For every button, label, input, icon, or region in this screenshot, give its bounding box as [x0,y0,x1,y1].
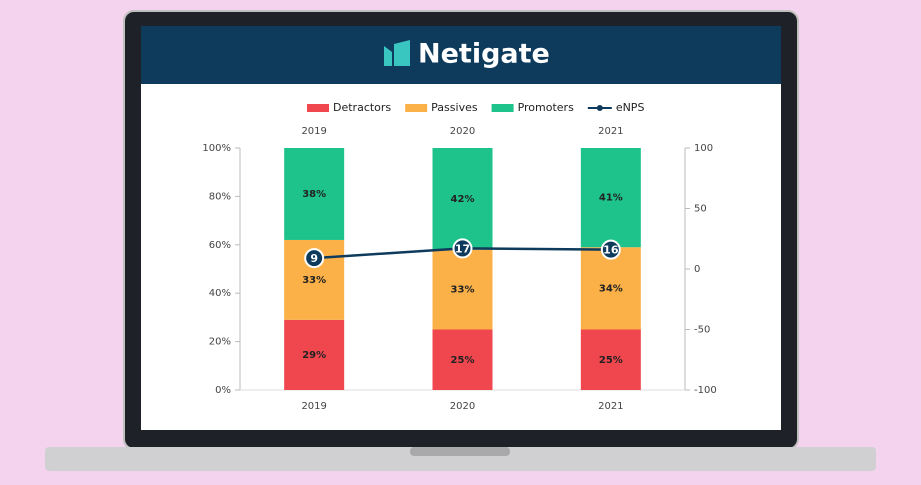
bar-segment [432,329,493,390]
line-marker [452,238,473,259]
value-label: 38% [302,189,326,200]
marker-label: 9 [310,252,318,265]
y2-tick-label: -50 [694,325,710,336]
value-label: 33% [302,275,326,286]
legend-label: eNPS [616,101,645,114]
y-tick-label: 40% [209,288,231,299]
y2-tick-label: 100 [694,143,713,154]
value-label: 33% [451,285,475,296]
legend-swatch [491,104,514,112]
bar-segment [284,148,345,240]
y-tick-label: 80% [209,191,231,202]
bar-segment [284,319,345,390]
marker-label: 16 [603,244,619,257]
header [141,26,781,84]
legend-label: Detractors [333,101,391,114]
bar-segment [580,148,641,248]
bar-segment [432,249,493,330]
value-label: 34% [599,283,623,294]
bar-segment [580,329,641,390]
logo-icon [384,40,410,66]
value-label: 41% [599,193,623,204]
marker-label: 17 [455,242,470,255]
legend-swatch [405,104,428,112]
value-label: 42% [451,194,475,205]
top-category-label: 2019 [301,126,326,137]
y-tick-label: 20% [209,337,231,348]
legend-label: Promoters [518,101,574,114]
laptop-notch [410,447,510,456]
y-tick-label: 100% [202,143,231,154]
laptop-base [45,447,876,471]
y-tick-label: 0% [215,385,231,396]
chart-title: Netigate [418,39,550,70]
y2-tick-label: -100 [694,385,717,396]
legend-label: Passives [431,101,478,114]
bar-segment [432,148,493,250]
line-marker [600,239,621,260]
value-label: 29% [302,350,326,361]
top-category-label: 2021 [598,126,623,137]
line-marker [304,248,325,269]
x-tick-label: 2021 [598,401,623,412]
top-category-label: 2020 [450,126,475,137]
legend-swatch [307,104,329,112]
value-label: 25% [451,355,475,366]
x-tick-label: 2019 [301,401,326,412]
bar-segment [580,247,641,330]
y2-tick-label: 0 [694,264,700,275]
value-label: 25% [599,355,623,366]
legend-marker [596,105,603,111]
x-tick-label: 2020 [450,401,475,412]
y-tick-label: 60% [209,240,231,251]
y2-tick-label: 50 [694,204,707,215]
